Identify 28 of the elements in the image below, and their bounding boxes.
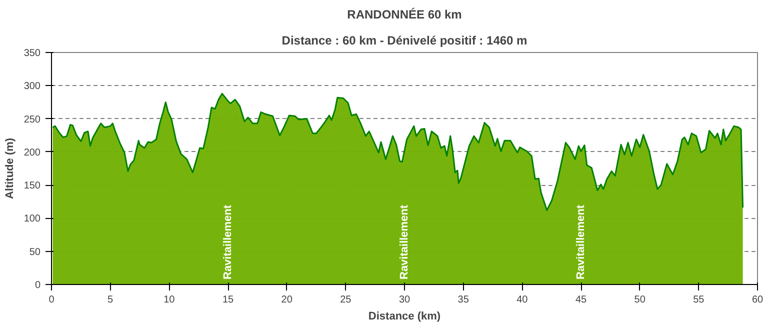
- x-tick-label: 0: [48, 294, 55, 306]
- chart-title: RANDONNÉE 60 km: [347, 8, 462, 22]
- x-tick-label: 25: [340, 294, 352, 306]
- x-tick-label: 55: [693, 294, 705, 306]
- x-axis-title: Distance (km): [368, 310, 441, 322]
- x-tick-label: 15: [222, 294, 234, 306]
- annotation: Ravitaillement: [575, 204, 587, 280]
- y-tick-label: 300: [24, 81, 41, 92]
- x-tick-label: 5: [108, 294, 114, 306]
- y-tick-label: 50: [29, 246, 41, 258]
- annotation: Ravitaillement: [398, 204, 410, 280]
- y-tick-label: 100: [24, 214, 41, 225]
- y-tick-label: 150: [24, 180, 41, 192]
- chart-subtitle: Distance : 60 km - Dénivelé positif : 1460 m: [282, 34, 528, 48]
- y-tick-label: 0: [34, 280, 41, 291]
- y-axis-title: Altitude (m): [4, 138, 16, 200]
- x-tick-label: 60: [752, 294, 764, 306]
- x-tick-label: 20: [281, 294, 293, 306]
- annotation: Ravitaillement: [222, 204, 234, 280]
- x-tick-label: 50: [634, 294, 646, 306]
- y-tick-label: 350: [24, 48, 41, 59]
- x-tick-label: 45: [575, 294, 587, 306]
- x-tick-label: 40: [516, 294, 528, 306]
- x-tick-label: 10: [164, 294, 176, 306]
- x-tick-label: 35: [458, 294, 470, 306]
- y-tick-label: 250: [24, 114, 41, 126]
- y-tick-label: 200: [24, 147, 41, 158]
- x-tick-label: 30: [398, 294, 410, 306]
